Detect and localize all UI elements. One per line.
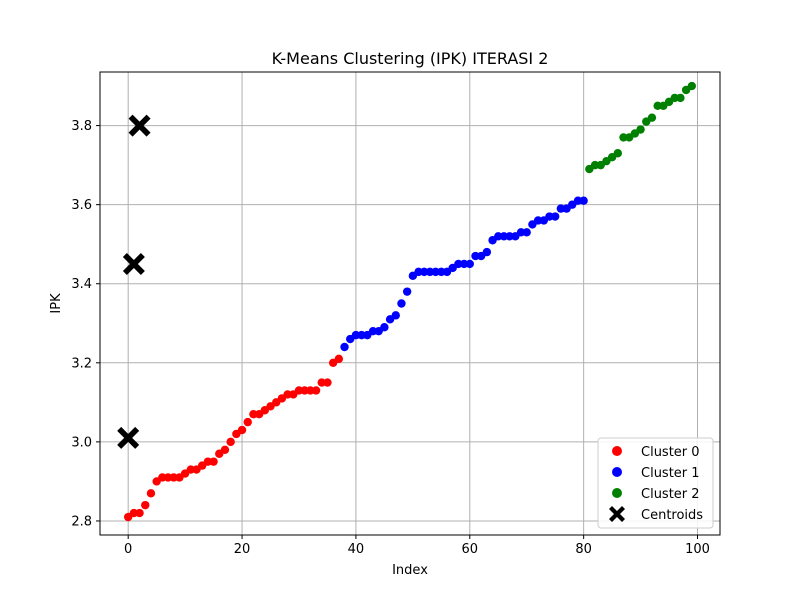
y-tick-label: 3.4: [71, 277, 92, 292]
x-tick-label: 60: [462, 542, 479, 557]
x-tick-label: 40: [348, 542, 365, 557]
centroid-marker: [122, 252, 145, 275]
legend-label-cluster-1: Cluster 1: [641, 466, 700, 481]
y-tick-label: 2.8: [71, 514, 92, 529]
cluster-2-point: [647, 113, 657, 122]
cluster-1-point: [522, 228, 531, 237]
cluster-0-point: [334, 354, 344, 364]
legend-label-cluster-0: Cluster 0: [641, 445, 700, 460]
y-tick-label: 3.2: [71, 356, 92, 371]
y-tick-label: 3.8: [71, 119, 92, 134]
grid-lines: [100, 72, 720, 535]
axis-ticks: 0 20 40 60 80 100 2.8 3.0 3.2 3.4 3.6 3.8: [71, 119, 710, 557]
legend-box: [597, 437, 714, 529]
y-tick-label: 3.0: [71, 435, 92, 450]
cluster-0-point: [135, 508, 144, 518]
cluster-0-point: [220, 445, 230, 454]
cluster-2-point: [613, 149, 623, 158]
cluster-0-point: [226, 437, 235, 447]
y-axis-label: IPK: [49, 293, 64, 314]
centroid-marker: [128, 114, 151, 137]
plot-frame: [99, 71, 721, 536]
cluster-0-point: [209, 457, 218, 466]
x-tick-label: 20: [234, 542, 251, 557]
chart-title: K-Means Clustering (IPK) ITERASI 2: [272, 49, 549, 68]
cluster-2-point: [676, 93, 685, 103]
legend-marker-cluster-1: [612, 467, 622, 477]
y-tick-label: 3.6: [71, 198, 92, 213]
legend-marker-centroids: [609, 506, 625, 522]
centroid-marker: [117, 426, 140, 449]
x-axis-label: Index: [392, 563, 428, 578]
cluster-0-point: [237, 425, 247, 435]
cluster-0-point: [323, 378, 332, 387]
cluster-1-point: [397, 299, 406, 308]
cluster-1-point: [550, 212, 560, 221]
cluster-0-point: [311, 386, 321, 395]
cluster-1-point: [579, 196, 588, 205]
legend: Cluster 0 Cluster 1 Cluster 2 Centroids: [597, 437, 714, 529]
data-points: [123, 81, 697, 522]
x-tick-label: 0: [124, 542, 132, 557]
legend-label-cluster-2: Cluster 2: [641, 487, 700, 502]
cluster-0-point: [141, 500, 150, 510]
cluster-1-point: [402, 287, 412, 296]
legend-label-centroids: Centroids: [641, 508, 703, 523]
centroid-markers: [117, 114, 151, 449]
cluster-2-point: [636, 125, 645, 134]
x-tick-label: 80: [575, 542, 592, 557]
cluster-0-point: [146, 489, 156, 498]
legend-marker-cluster-0: [612, 446, 622, 456]
cluster-1-point: [340, 342, 349, 352]
x-tick-label: 100: [685, 542, 710, 557]
cluster-2-point: [687, 81, 697, 91]
cluster-1-point: [380, 323, 389, 332]
cluster-0-point: [243, 417, 252, 427]
legend-marker-cluster-2: [612, 488, 622, 498]
cluster-1-point: [482, 247, 492, 257]
cluster-1-point: [465, 259, 474, 269]
cluster-1-point: [391, 311, 400, 320]
